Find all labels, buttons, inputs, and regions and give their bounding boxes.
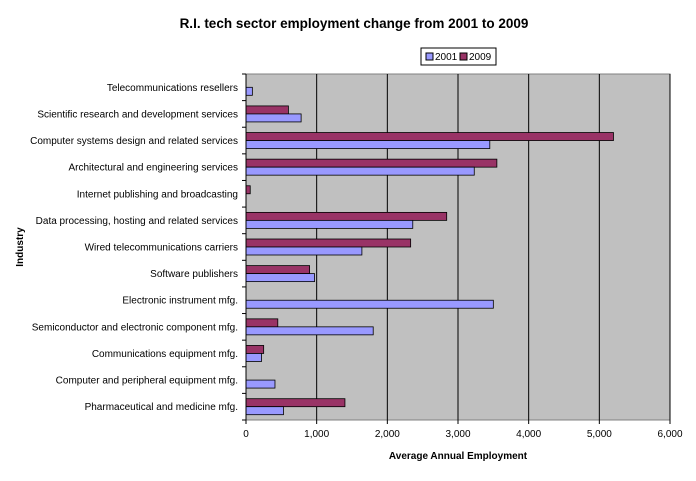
category-label: Wired telecommunications carriers [85, 243, 238, 254]
category-labels: Telecommunications resellers Scientific r… [30, 83, 238, 413]
category-label: Pharmaceutical and medicine mfg. [85, 402, 238, 413]
category-label: Communications equipment mfg. [92, 349, 238, 360]
bar-2009 [245, 158, 498, 168]
x-axis-ticks: 0 1,000 2,000 3,000 4,000 5,000 6,000 [243, 420, 683, 440]
category-label: Electronic instrument mfg. [122, 296, 238, 307]
bar-2001 [245, 379, 276, 389]
legend-swatch-2009 [459, 52, 468, 61]
legend-label-2009: 2009 [469, 52, 492, 63]
category-label: Architectural and engineering services [68, 163, 238, 174]
bar-2001 [245, 299, 494, 309]
category-label: Software publishers [150, 269, 238, 280]
x-tick-label: 1,000 [304, 429, 329, 440]
x-tick-label: 2,000 [375, 429, 400, 440]
bar-2009 [245, 398, 346, 408]
category-label: Scientific research and development serv… [37, 109, 238, 120]
bar-2009 [245, 211, 448, 221]
category-label: Semiconductor and electronic component m… [32, 322, 238, 333]
category-label: Computer and peripheral equipment mfg. [56, 376, 238, 387]
x-tick-label: 5,000 [587, 429, 612, 440]
bar-2001 [245, 166, 475, 176]
x-axis-title: Average Annual Employment [389, 451, 528, 462]
bar-2001 [245, 246, 363, 256]
bar-2009 [245, 318, 279, 328]
category-label: Data processing, hosting and related ser… [36, 216, 238, 227]
bar-2009 [245, 185, 251, 195]
category-label: Computer systems design and related serv… [30, 136, 238, 147]
gridlines [316, 74, 671, 420]
bar-2001 [245, 406, 284, 416]
bar-2001 [245, 86, 253, 96]
chart-title: R.I. tech sector employment change from … [180, 16, 529, 31]
y-axis-title: Industry [15, 227, 26, 267]
legend-swatch-2001 [425, 52, 434, 61]
bar-2009 [245, 132, 614, 141]
bar-2001 [245, 113, 302, 123]
x-tick-label: 4,000 [516, 429, 541, 440]
category-label: Telecommunications resellers [107, 83, 238, 94]
bar-2009 [245, 238, 412, 248]
legend-label-2001: 2001 [435, 52, 458, 63]
x-tick-label: 0 [243, 429, 249, 440]
legend: 2001 2009 [420, 47, 497, 66]
legend-box [420, 47, 497, 66]
bar-2001 [245, 219, 414, 229]
bar-2009 [245, 265, 310, 275]
bar-2001 [245, 326, 374, 336]
y-axis-ticks [242, 73, 247, 421]
x-tick-label: 3,000 [445, 429, 470, 440]
x-tick-label: 6,000 [657, 429, 682, 440]
bar-2001 [245, 353, 262, 362]
bars [245, 86, 614, 416]
category-label: Internet publishing and broadcasting [77, 189, 238, 200]
bar-2009 [245, 345, 265, 354]
bar-2001 [245, 273, 315, 283]
bar-2009 [245, 105, 289, 115]
bar-2001 [245, 140, 491, 149]
